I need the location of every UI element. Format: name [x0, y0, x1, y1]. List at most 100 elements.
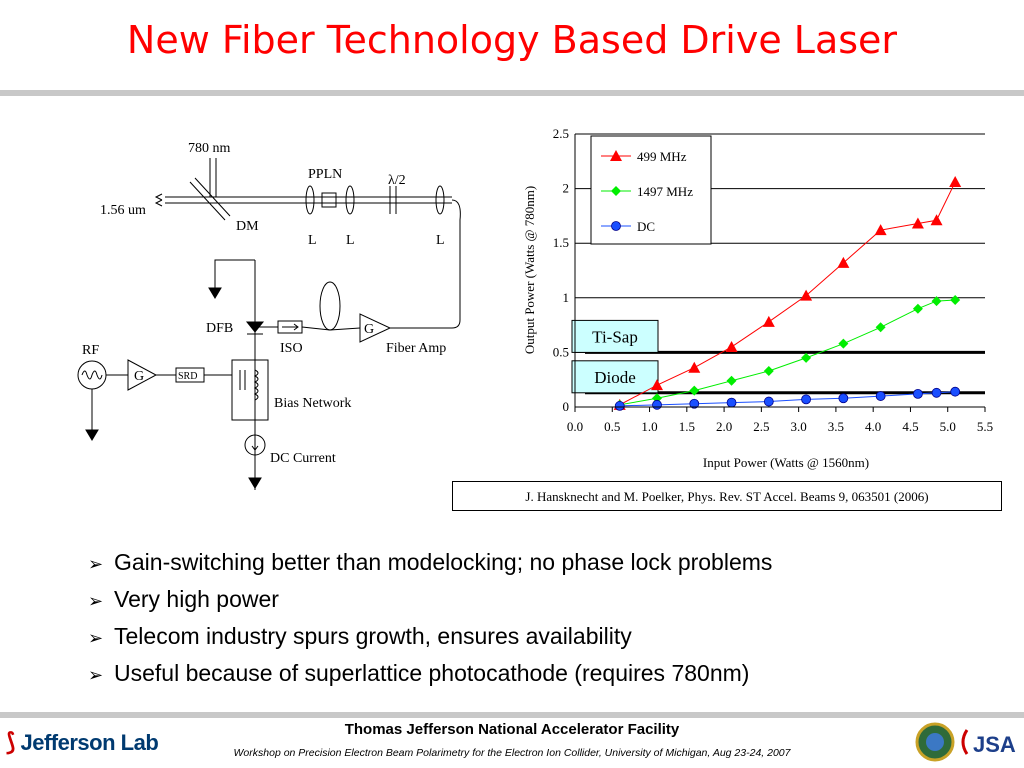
chart-point [837, 256, 850, 268]
label-ppln: PPLN [308, 167, 342, 182]
label-dc-current: DC Current [270, 451, 336, 466]
chart-point [875, 391, 886, 401]
bullet-list: ➢ Gain-switching better than modelocking;… [88, 545, 772, 693]
chart-x-tick-label: 5.5 [977, 419, 993, 434]
chart-x-tick-label: 4.5 [902, 419, 918, 434]
chart-x-tick-label: 3.5 [828, 419, 844, 434]
legend-entry: 499 MHz [637, 149, 687, 164]
label-lens-1: L [308, 233, 317, 248]
chart-point [688, 361, 701, 373]
label-lens-3: L [436, 233, 445, 248]
chart-x-tick-label: 0.0 [567, 419, 583, 434]
workshop-caption: Workshop on Precision Electron Beam Pola… [233, 747, 791, 759]
chart-y-tick-label: 0.5 [553, 344, 569, 359]
label-1-56um: 1.56 um [100, 203, 146, 218]
chart-point [930, 214, 943, 226]
chart-y-tick-label: 2.5 [553, 126, 569, 141]
reference-label: Diode [594, 368, 636, 387]
slide-title: New Fiber Technology Based Drive Laser [126, 18, 898, 62]
chart-y-tick-label: 0 [563, 399, 570, 414]
jefferson-lab-logo: ⟆ Jefferson Lab [6, 729, 159, 756]
chart-point [763, 365, 774, 376]
chart-point [651, 379, 663, 391]
chart-x-tick-label: 2.5 [753, 419, 769, 434]
reference-label: Ti-Sap [592, 327, 638, 346]
bullet-item: ➢ Useful because of superlattice photocat… [88, 656, 772, 693]
chart-x-tick-label: 5.0 [940, 419, 956, 434]
chart-point [801, 352, 812, 363]
chart-y-axis-label: Output Power (Watts @ 780nm) [522, 186, 537, 354]
chart-point [801, 394, 811, 405]
label-bias-network: Bias Network [274, 396, 351, 411]
chart-point [838, 338, 849, 349]
legend-entry: DC [637, 219, 655, 234]
chart-x-tick-label: 0.5 [604, 419, 620, 434]
chart-y-tick-label: 1.5 [553, 235, 569, 250]
label-iso: ISO [280, 341, 303, 356]
label-dm: DM [236, 219, 259, 234]
chart-y-tick-label: 2 [563, 181, 570, 196]
swoosh-icon: ⟆ [6, 729, 15, 756]
chart-point [689, 398, 700, 409]
facility-name: Thomas Jefferson National Accelerator Fa… [344, 721, 680, 738]
chart-x-tick-label: 3.0 [791, 419, 807, 434]
arrow-bullet-icon: ➢ [88, 591, 104, 612]
chart-x-axis-label: Input Power (Watts @ 1560nm) [703, 455, 869, 470]
legend-entry: 1497 MHz [637, 184, 693, 199]
label-780nm: 780 nm [188, 141, 231, 156]
chart-point [931, 387, 942, 398]
bullet-item: ➢ Gain-switching better than modelocking;… [88, 545, 772, 582]
bullet-item: ➢ Telecom industry spurs growth, ensures … [88, 619, 772, 656]
chart-point [800, 289, 813, 301]
chart-x-tick-label: 1.5 [679, 419, 695, 434]
label-rf: RF [82, 343, 99, 358]
partner-logos: JSA [915, 722, 1016, 762]
chart-point [931, 296, 942, 307]
chart-point [762, 315, 775, 327]
chart-point [913, 388, 923, 399]
chart-point [950, 294, 961, 305]
chart-point [610, 150, 622, 161]
chart-x-tick-label: 2.0 [716, 419, 732, 434]
chart-point [614, 401, 625, 411]
bullet-item: ➢ Very high power [88, 582, 772, 619]
chart-point [950, 386, 961, 397]
arrow-bullet-icon: ➢ [88, 665, 104, 686]
chart-point [875, 322, 886, 333]
chart-point [689, 385, 700, 396]
label-half-wave: λ/2 [388, 173, 406, 188]
label-g-rf: G [134, 369, 144, 384]
label-lens-2: L [346, 233, 355, 248]
chart-x-tick-label: 1.0 [641, 419, 657, 434]
output-power-chart: Ti-Sap Diode 0 0.5 1 1.5 2 2.5 0.0 0.5 1.0 1.5 2.0 2… [522, 126, 993, 470]
chart-point [726, 397, 737, 408]
laser-schematic-diagram: 780 nm 1.56 um DM PPLN λ/2 L L L DFB ISO… [77, 141, 461, 490]
citation: J. Hansknecht and M. Poelker, Phys. Rev.… [452, 481, 1002, 511]
chart-point [838, 393, 849, 404]
doe-seal-center-icon [926, 733, 944, 751]
label-dfb: DFB [206, 321, 233, 336]
reference-label-box [571, 360, 659, 394]
chart-point [911, 217, 924, 229]
chart-y-tick-label: 1 [563, 290, 570, 305]
arrow-bullet-icon: ➢ [88, 628, 104, 649]
reference-label-box [571, 319, 659, 353]
jsa-swoosh-icon [961, 729, 969, 755]
chart-x-tick-label: 4.0 [865, 419, 881, 434]
jsa-logo: JSA [973, 732, 1016, 757]
chart-point [726, 375, 737, 386]
chart-point [611, 221, 621, 231]
bottom-divider [0, 712, 1024, 718]
arrow-bullet-icon: ➢ [88, 554, 104, 575]
top-divider [0, 90, 1024, 96]
chart-point [725, 340, 738, 352]
chart-point [912, 303, 923, 314]
chart-point [652, 399, 662, 410]
label-g-amp: G [364, 322, 374, 337]
chart-point [763, 396, 774, 407]
label-srd: SRD [178, 371, 197, 382]
chart-point [874, 224, 887, 236]
label-fiber-amp: Fiber Amp [386, 341, 446, 356]
chart-point [611, 186, 621, 196]
chart-point [949, 176, 962, 188]
